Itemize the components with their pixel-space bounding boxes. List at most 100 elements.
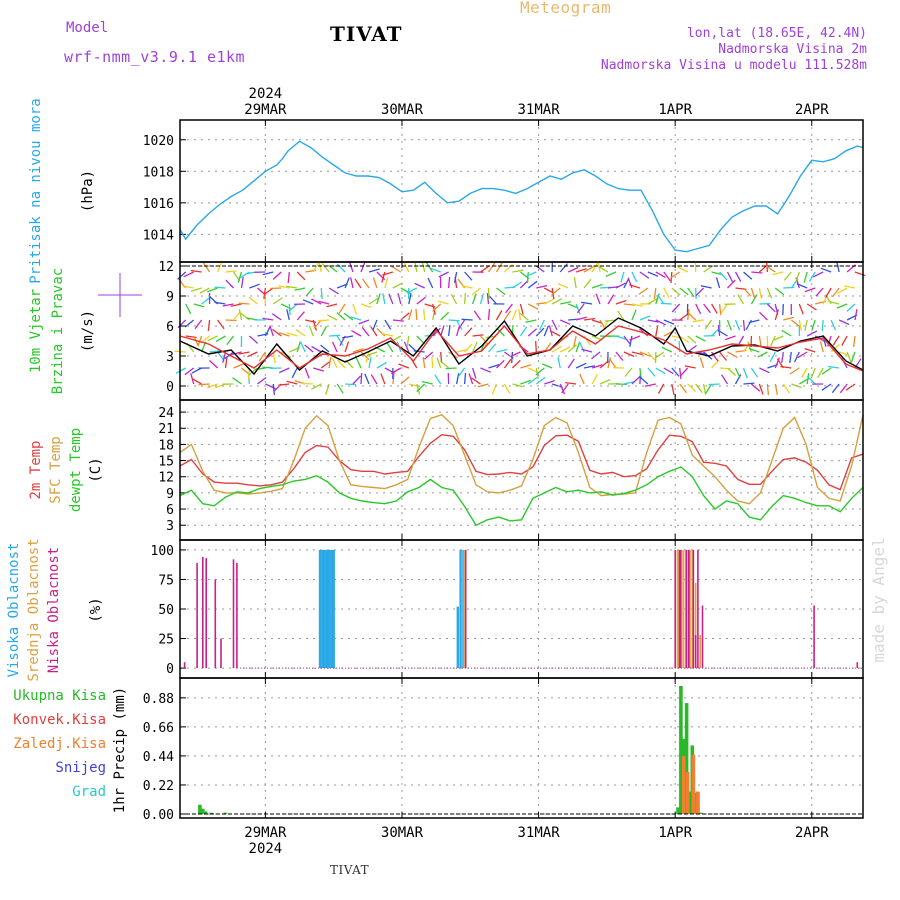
- wind-barb: [748, 347, 760, 353]
- cloud-bar: [220, 638, 222, 668]
- wind-barb: [496, 359, 505, 369]
- wind-barb: [320, 360, 331, 369]
- wind-barb: [726, 271, 734, 283]
- wind-barb: [511, 351, 514, 364]
- wind-barb: [804, 319, 808, 331]
- wind-barb: [836, 261, 840, 273]
- wind-barb: [806, 373, 810, 385]
- precip-bar: [684, 703, 689, 814]
- wind-barb: [623, 335, 632, 346]
- wind-barb: [737, 294, 745, 305]
- wind-barb: [311, 383, 322, 390]
- wind-barb: [679, 335, 690, 343]
- y-tick-label: 9: [166, 487, 174, 502]
- y-tick-label: 25: [158, 633, 174, 648]
- wind-barb: [743, 287, 752, 297]
- cloud-bar: [689, 549, 691, 669]
- cloud-bar: [321, 549, 324, 669]
- wind-barb: [795, 271, 800, 283]
- y-tick-label: 6: [166, 503, 174, 518]
- wind-barb: [258, 351, 266, 362]
- wind-barb: [408, 293, 412, 305]
- wind-barb: [644, 383, 656, 387]
- y-tick-label: 3: [166, 519, 174, 534]
- wind-barb: [783, 271, 792, 281]
- wind-barb: [382, 293, 386, 305]
- precip-bar: [685, 771, 690, 814]
- wind-barb: [512, 269, 524, 273]
- wind-barb: [321, 263, 330, 273]
- wind-barb: [391, 265, 402, 273]
- wind-barb: [581, 301, 593, 305]
- wind-barb: [535, 340, 537, 353]
- wind-barb: [422, 357, 426, 369]
- wind-barb: [647, 351, 656, 361]
- wind-barb: [348, 261, 354, 273]
- wind-barb: [617, 310, 625, 321]
- cloud-bar: [236, 562, 238, 669]
- wind-barb: [660, 302, 672, 305]
- wind-barb: [511, 309, 518, 321]
- wind-barb: [551, 298, 563, 305]
- wind-barb: [782, 303, 784, 316]
- wind-barb: [416, 383, 426, 393]
- cloud-bar: [692, 549, 695, 669]
- wind-barb: [575, 316, 587, 321]
- bottom-date-label: 29MAR: [244, 825, 287, 841]
- wind-barb: [447, 325, 451, 337]
- y-tick-label: 0: [166, 662, 174, 677]
- wind-barb: [573, 335, 577, 347]
- wind-barb: [207, 335, 218, 342]
- wind-barb: [344, 341, 350, 353]
- wind-barb: [638, 287, 649, 295]
- wind-barb: [671, 367, 680, 377]
- wind-barb: [774, 357, 780, 369]
- temp-line-0: [179, 433, 864, 491]
- wind-barb: [272, 271, 282, 280]
- wind-barb: [177, 319, 187, 329]
- cloud-bar: [677, 549, 680, 669]
- wind-barb: [372, 277, 378, 289]
- temp-label-1: SFC Temp: [48, 436, 64, 503]
- wind-barb: [845, 383, 856, 391]
- y-tick-label: 1016: [143, 197, 174, 212]
- wind-barb: [687, 311, 697, 321]
- wind-barb: [355, 357, 362, 369]
- wind-barb: [828, 300, 840, 305]
- wind-barb: [695, 303, 702, 315]
- wind-barb: [806, 303, 817, 311]
- wind-barb: [801, 367, 808, 378]
- cloud-bar: [456, 606, 459, 669]
- wind-barb: [583, 266, 595, 273]
- wind-barb: [440, 311, 450, 321]
- wind-barb: [286, 380, 298, 385]
- cloud-bar: [214, 579, 217, 669]
- cloud-bar: [678, 549, 681, 669]
- wind-barb: [663, 271, 671, 282]
- wind-barb: [559, 346, 571, 353]
- wind-barb: [598, 265, 609, 273]
- cloud-bar: [813, 605, 815, 669]
- wind-barb: [305, 287, 314, 297]
- grid-wind: [180, 262, 863, 400]
- y-tick-label: 1014: [143, 228, 174, 243]
- wind-barb: [527, 280, 538, 289]
- wind-barb: [287, 271, 290, 283]
- wind-barb: [620, 271, 625, 283]
- wind-barb: [541, 363, 553, 369]
- wind-barb: [432, 303, 442, 312]
- wind-barb: [783, 286, 795, 289]
- precip-legend-3: Snijeg: [55, 760, 106, 776]
- cloud-bar: [685, 549, 688, 669]
- wind-barb: [431, 356, 434, 369]
- wind-barb: [488, 363, 500, 369]
- wind-barb: [408, 309, 413, 321]
- wind-barb: [581, 348, 593, 353]
- wind-barb: [381, 332, 394, 337]
- wind-barb: [421, 380, 433, 385]
- wind-barb: [726, 319, 732, 331]
- wind-barb: [262, 317, 274, 321]
- wind-barb: [269, 325, 274, 337]
- wind-barb: [392, 319, 404, 322]
- y-tick-label: 24: [158, 406, 174, 421]
